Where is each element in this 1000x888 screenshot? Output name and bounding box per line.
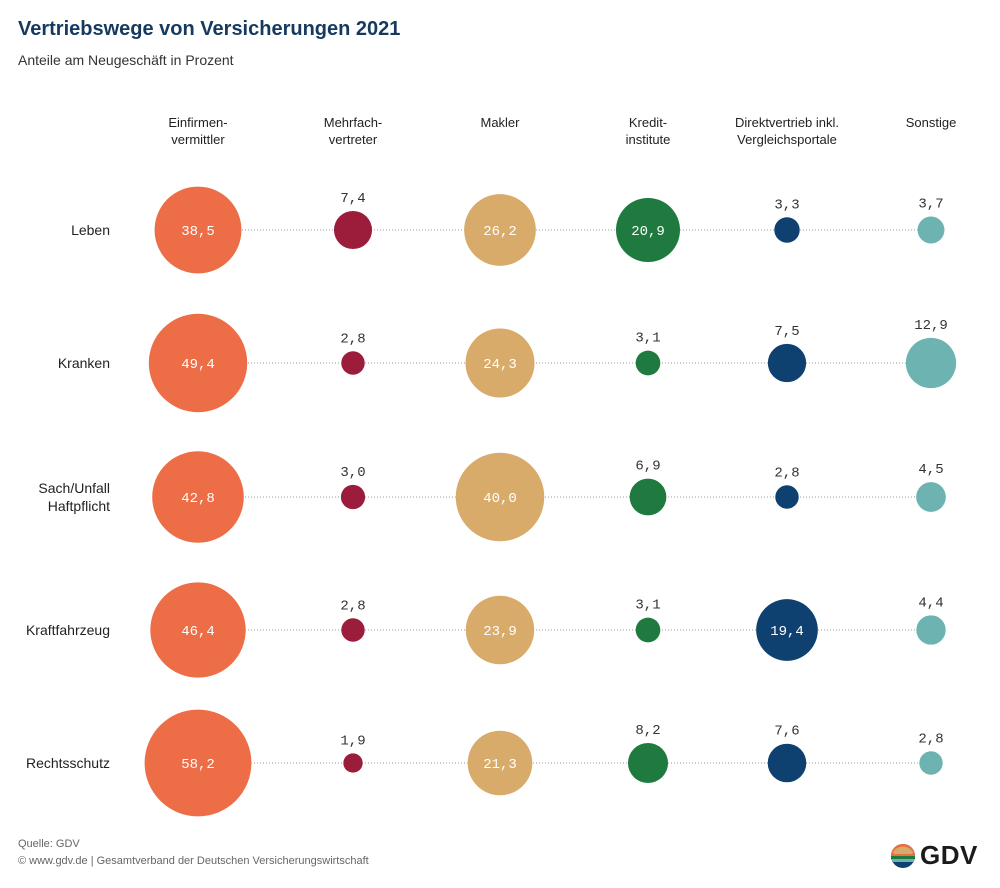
bubble [343,753,363,773]
bubble [467,730,533,796]
row-label-line: Rechtsschutz [26,755,110,771]
row-label: Sach/Unfall Haftpflicht [38,480,110,514]
row-label-line: Kranken [58,355,110,371]
column-header-line: institute [626,132,671,147]
bubble-value-label: 26,2 [483,224,517,240]
bubble-value-label: 20,9 [631,224,665,240]
bubble [152,451,244,543]
bubble-value-label: 1,9 [340,733,365,749]
bubble [767,743,807,783]
gdv-logo: GDV [890,840,978,871]
bubble-value-label: 40,0 [483,491,517,507]
bubble [635,617,661,643]
bubble-value-label: 3,0 [340,465,365,481]
bubble [767,343,807,383]
row-label: Leben [71,222,110,238]
bubble-value-label: 4,4 [918,595,943,611]
bubble-value-label: 19,4 [770,624,804,640]
bubble-value-label: 7,4 [340,191,365,207]
bubble [340,484,366,510]
bubble [916,615,946,645]
bubble-value-label: 38,5 [181,224,215,240]
bubble-value-label: 6,9 [635,459,660,475]
source-note: Quelle: GDV [18,838,80,850]
bubble-value-label: 7,6 [774,724,799,740]
row-label-line: Kraftfahrzeug [26,622,110,638]
bubble-value-label: 46,4 [181,624,215,640]
row-label-line: Sach/Unfall [38,480,110,496]
bubble-value-label: 3,1 [635,598,660,614]
column-header-line: Direktvertrieb inkl. [735,115,839,130]
bubble [919,751,943,775]
column-header: Kredit-institute [626,115,671,147]
bubble-value-label: 4,5 [918,462,943,478]
column-header-line: Einfirmen- [168,115,227,130]
column-header: Mehrfach-vertreter [324,115,383,147]
bubble [341,618,365,642]
bubble [775,485,799,509]
column-header-line: Vergleichsportale [737,132,837,147]
bubble [465,328,535,398]
bubble-value-label: 49,4 [181,357,215,373]
bubble-value-label: 24,3 [483,357,517,373]
column-header-line: Kredit- [629,115,667,130]
bubble-chart: Einfirmen-vermittler Mehrfach-vertreter Ma… [26,115,957,817]
copyright-note: © www.gdv.de | Gesamtverband der Deutsch… [18,855,369,867]
column-header-line: Makler [480,115,520,130]
bubble [917,216,945,244]
bubble [148,313,248,413]
bubble-value-label: 2,8 [340,331,365,347]
column-header: Direktvertrieb inkl. Vergleichsportale [735,115,839,147]
bubble-value-label: 2,8 [774,465,799,481]
bubble [629,478,667,516]
row-label: Rechtsschutz [26,755,110,771]
row-label-line: Haftpflicht [48,498,110,514]
bubble-value-label: 3,7 [918,197,943,213]
bubble-value-label: 2,8 [918,731,943,747]
bubble-value-label: 58,2 [181,757,215,773]
column-header-line: vermittler [171,132,225,147]
bubble-value-label: 2,8 [340,598,365,614]
column-header-line: vertreter [329,132,378,147]
bubble-value-label: 42,8 [181,491,215,507]
bubble-value-label: 3,3 [774,197,799,213]
column-header-line: Mehrfach- [324,115,383,130]
chart-title: Vertriebswege von Versicherungen 2021 [18,18,401,40]
column-header: Sonstige [906,115,957,130]
bubble-value-label: 21,3 [483,757,517,773]
gdv-logo-text: GDV [920,840,978,870]
bubble-value-label: 8,2 [635,723,660,739]
bubble [756,599,818,661]
row-label-line: Leben [71,222,110,238]
bubble [455,452,545,542]
bubble [465,595,535,665]
row-label: Kraftfahrzeug [26,622,110,638]
row-label: Kranken [58,355,110,371]
bubble-value-label: 3,1 [635,331,660,347]
gdv-logo-icon [891,843,915,868]
chart-subtitle: Anteile am Neugeschäft in Prozent [18,52,234,68]
bubble [635,350,661,376]
bubble [144,709,252,817]
column-header: Einfirmen-vermittler [168,115,227,147]
bubble [905,337,957,389]
column-header-line: Sonstige [906,115,957,130]
column-header: Makler [480,115,520,130]
bubble [774,217,800,243]
bubble-value-label: 23,9 [483,624,517,640]
bubble [464,194,536,266]
bubble [154,186,242,274]
bubble [341,351,365,375]
bubble [615,197,681,263]
bubble [627,742,669,784]
bubble [150,582,246,678]
bubble [916,482,946,512]
bubble-value-label: 12,9 [914,318,948,334]
bubble [333,210,373,250]
bubble-value-label: 7,5 [774,324,799,340]
